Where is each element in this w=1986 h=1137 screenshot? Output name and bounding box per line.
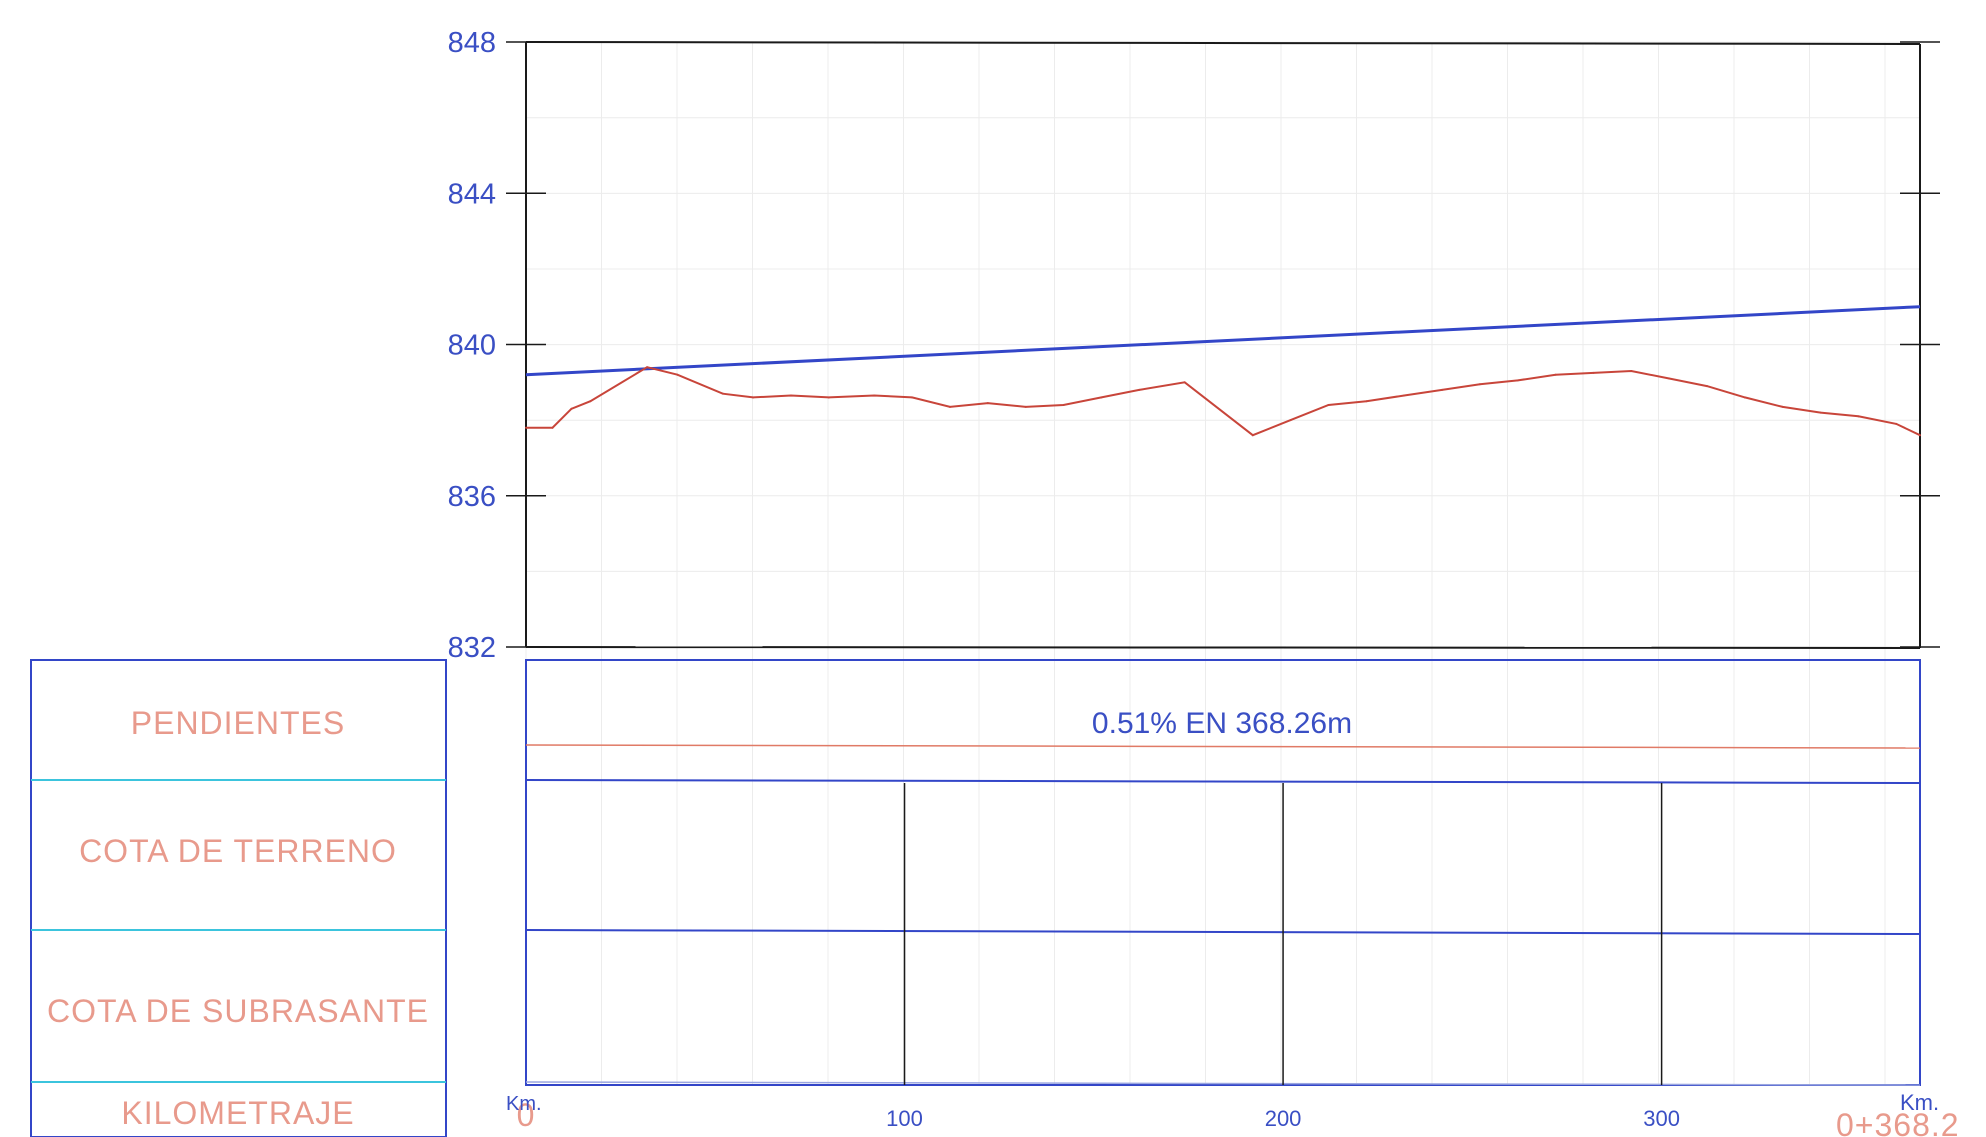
- y-tick-label: 836: [448, 481, 496, 513]
- terrain-point: [1062, 404, 1065, 406]
- x-tick-label: 300: [1643, 1106, 1680, 1131]
- terrain-point: [1819, 411, 1822, 414]
- terrain-point: [752, 396, 755, 399]
- terrain-point: [525, 426, 527, 429]
- terrain-point: [827, 396, 830, 399]
- y-tick-label: 848: [448, 27, 496, 59]
- series-terrain-line: [526, 366, 1921, 437]
- slope-label: 0.51% EN 368.26m: [1092, 707, 1352, 740]
- terrain-point: [1327, 404, 1330, 406]
- band-divider-2: [525, 929, 1921, 935]
- plot-top-border: [525, 41, 1921, 45]
- terrain-point: [1668, 377, 1671, 380]
- terrain-point: [873, 394, 876, 397]
- y-tick-label: 832: [448, 632, 496, 664]
- x-axis: 0 100 200 300: [517, 1097, 1680, 1133]
- terrain-point: [1592, 371, 1595, 374]
- y-axis: 848 844 840 836 832: [448, 27, 1940, 664]
- station-lines: [903, 783, 1663, 1085]
- x-axis-label-end: Km.: [1900, 1090, 1939, 1115]
- terrain-point: [1441, 388, 1444, 391]
- terrain-point: [1857, 415, 1860, 418]
- terrain-point: [1365, 400, 1368, 403]
- terrain-point: [986, 402, 989, 405]
- band-divider-1: [525, 779, 1921, 784]
- terrain-point: [589, 400, 592, 403]
- terrain-point: [1024, 405, 1027, 408]
- terrain-point: [1919, 434, 1921, 437]
- terrain-point: [789, 394, 792, 397]
- terrain-point: [570, 407, 573, 410]
- end-station-label: 0+368.2: [1836, 1107, 1960, 1137]
- terrain-point: [1100, 396, 1103, 399]
- label-table: PENDIENTES COTA DE TERRENO COTA DE SUBRA…: [30, 659, 447, 1137]
- x-tick-label: 0: [517, 1097, 536, 1133]
- label-pendientes: PENDIENTES: [131, 705, 345, 741]
- slope-line: [525, 744, 1921, 749]
- terrain-point: [1289, 419, 1292, 422]
- terrain-point: [1554, 373, 1557, 376]
- label-kilometraje: KILOMETRAJE: [121, 1095, 354, 1131]
- terrain-point: [676, 373, 679, 376]
- terrain-point: [1781, 405, 1784, 408]
- plot-frame: [525, 41, 1921, 649]
- data-band: 0.51% EN 368.26m: [525, 659, 1921, 1086]
- terrain-point: [911, 396, 914, 399]
- y-tick-label: 840: [448, 330, 496, 362]
- terrain-point: [721, 392, 724, 395]
- terrain-point: [1251, 434, 1254, 437]
- terrain-point: [1183, 381, 1186, 384]
- data-band-frame: [525, 659, 1921, 1086]
- terrain-point: [551, 426, 554, 429]
- terrain-point: [1743, 396, 1746, 399]
- plot-bottom-border: [525, 646, 1921, 649]
- terrain-point: [646, 366, 649, 369]
- terrain-points: [525, 366, 1921, 437]
- terrain-point: [948, 405, 951, 408]
- label-cota-subrasante: COTA DE SUBRASANTE: [47, 993, 429, 1029]
- terrain-point: [1630, 369, 1633, 372]
- label-table-frame: [30, 659, 447, 1137]
- series-subrasante-line: [525, 305, 1921, 377]
- terrain-point: [1138, 388, 1141, 391]
- label-cota-terreno: COTA DE TERRENO: [79, 833, 397, 869]
- terrain-point: [1516, 379, 1519, 382]
- terrain-point: [1478, 383, 1481, 386]
- terrain-point: [1403, 394, 1406, 397]
- grid: [525, 41, 1920, 1085]
- band-divider-3: [525, 1081, 1921, 1086]
- terrain-point: [1895, 422, 1898, 425]
- x-tick-label: 200: [1265, 1106, 1302, 1131]
- x-tick-label: 100: [886, 1106, 923, 1131]
- y-tick-label: 844: [448, 178, 496, 210]
- terrain-point: [1706, 385, 1709, 388]
- x-axis-label-start: Km.: [506, 1093, 542, 1115]
